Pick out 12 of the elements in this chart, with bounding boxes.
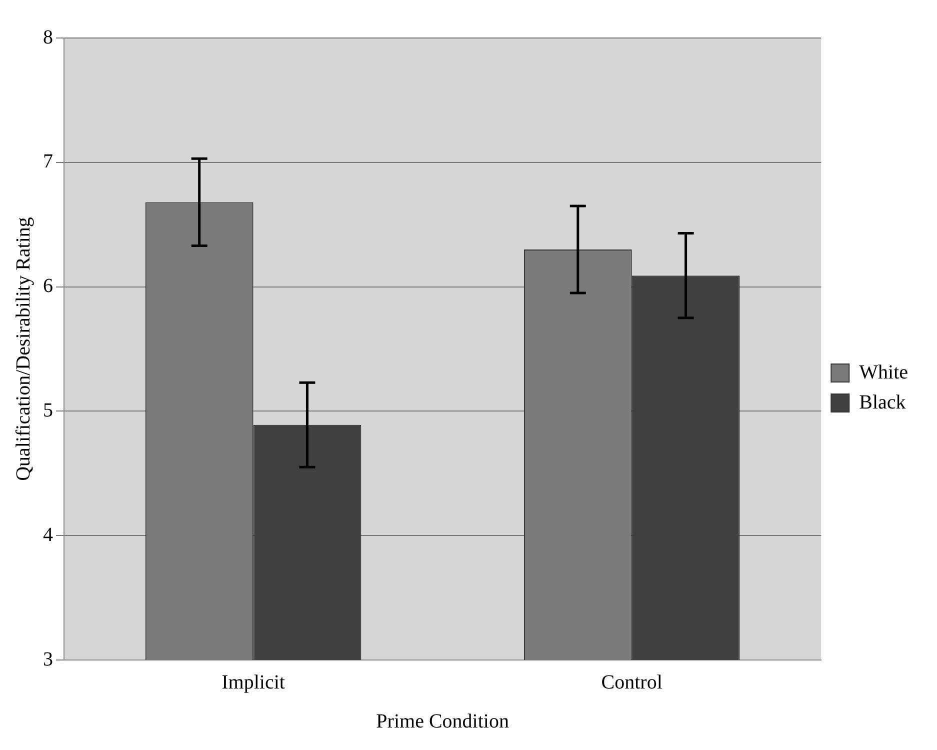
- x-tick-label: Control: [601, 671, 663, 694]
- y-tick-label: 5: [43, 399, 53, 422]
- legend-label: White: [859, 361, 908, 384]
- y-axis-title: Qualification/Desirability Rating: [12, 217, 34, 481]
- y-tick-label: 6: [43, 275, 53, 298]
- y-tick-label: 8: [43, 26, 53, 48]
- y-tick-label: 3: [43, 648, 53, 670]
- legend-label: Black: [859, 391, 906, 414]
- x-axis-title: Prime Condition: [376, 710, 509, 732]
- y-tick-label: 4: [43, 524, 53, 546]
- y-tick-label: 7: [43, 150, 53, 173]
- x-tick-label: Implicit: [222, 671, 286, 694]
